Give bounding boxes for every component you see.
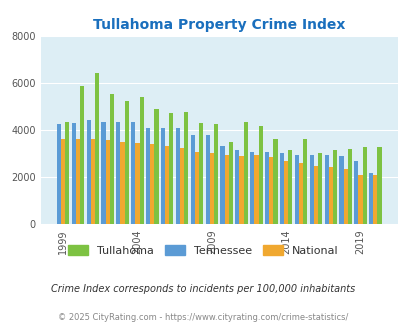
Bar bbox=[368, 173, 372, 224]
Bar bbox=[284, 161, 288, 224]
Text: Crime Index corresponds to incidents per 100,000 inhabitants: Crime Index corresponds to incidents per… bbox=[51, 284, 354, 294]
Bar bbox=[288, 150, 292, 224]
Bar bbox=[184, 112, 188, 224]
Bar bbox=[160, 128, 165, 224]
Bar bbox=[254, 155, 258, 224]
Bar bbox=[146, 128, 150, 224]
Bar bbox=[313, 166, 317, 224]
Bar bbox=[154, 109, 158, 224]
Bar bbox=[95, 73, 99, 224]
Bar bbox=[101, 122, 105, 224]
Bar bbox=[343, 169, 347, 224]
Bar bbox=[298, 163, 303, 224]
Bar bbox=[358, 175, 362, 224]
Bar bbox=[317, 153, 321, 224]
Bar bbox=[235, 150, 239, 224]
Bar bbox=[294, 155, 298, 224]
Bar bbox=[347, 149, 351, 224]
Bar bbox=[239, 156, 243, 224]
Bar bbox=[198, 123, 202, 224]
Bar bbox=[109, 94, 114, 224]
Bar bbox=[264, 151, 269, 224]
Bar bbox=[213, 124, 217, 224]
Bar bbox=[243, 122, 247, 224]
Bar bbox=[220, 146, 224, 224]
Bar bbox=[86, 120, 91, 224]
Bar bbox=[72, 123, 76, 224]
Bar bbox=[228, 142, 232, 224]
Bar bbox=[309, 155, 313, 224]
Bar bbox=[150, 145, 154, 224]
Bar bbox=[194, 151, 198, 224]
Bar bbox=[124, 101, 128, 224]
Title: Tullahoma Property Crime Index: Tullahoma Property Crime Index bbox=[93, 18, 345, 32]
Legend: Tullahoma, Tennessee, National: Tullahoma, Tennessee, National bbox=[63, 241, 342, 260]
Text: © 2025 CityRating.com - https://www.cityrating.com/crime-statistics/: © 2025 CityRating.com - https://www.city… bbox=[58, 313, 347, 322]
Bar bbox=[205, 135, 209, 224]
Bar bbox=[179, 148, 184, 224]
Bar bbox=[279, 153, 283, 224]
Bar bbox=[91, 139, 95, 224]
Bar bbox=[165, 146, 169, 224]
Bar bbox=[258, 126, 262, 224]
Bar bbox=[224, 155, 228, 224]
Bar bbox=[131, 122, 135, 224]
Bar bbox=[273, 139, 277, 224]
Bar bbox=[372, 175, 377, 224]
Bar bbox=[80, 86, 84, 224]
Bar bbox=[354, 161, 358, 224]
Bar bbox=[76, 139, 80, 224]
Bar bbox=[303, 139, 307, 224]
Bar bbox=[57, 124, 61, 224]
Bar bbox=[139, 97, 143, 224]
Bar bbox=[328, 167, 332, 224]
Bar bbox=[61, 139, 65, 224]
Bar bbox=[105, 140, 109, 224]
Bar bbox=[332, 150, 336, 224]
Bar bbox=[324, 155, 328, 224]
Bar bbox=[269, 157, 273, 224]
Bar bbox=[249, 151, 254, 224]
Bar bbox=[120, 142, 124, 224]
Bar bbox=[65, 122, 69, 224]
Bar bbox=[190, 135, 194, 224]
Bar bbox=[339, 156, 343, 224]
Bar bbox=[169, 113, 173, 224]
Bar bbox=[362, 147, 366, 224]
Bar bbox=[175, 128, 179, 224]
Bar bbox=[135, 143, 139, 224]
Bar bbox=[209, 153, 213, 224]
Bar bbox=[116, 122, 120, 224]
Bar bbox=[377, 147, 381, 224]
